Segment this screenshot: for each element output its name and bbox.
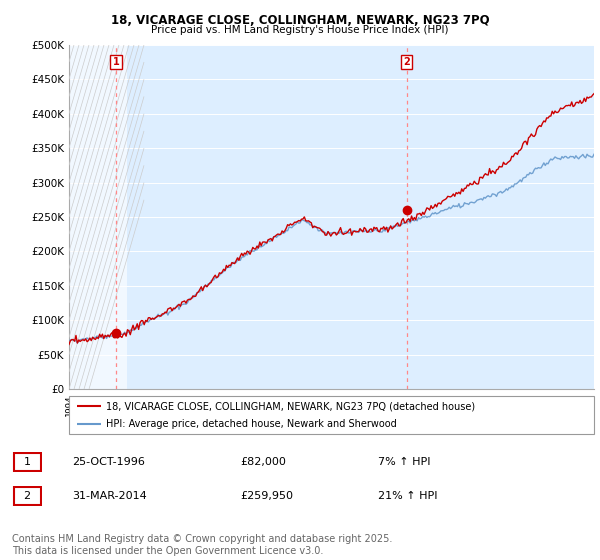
Text: 21% ↑ HPI: 21% ↑ HPI <box>378 491 437 501</box>
Text: £82,000: £82,000 <box>240 457 286 467</box>
Text: 7% ↑ HPI: 7% ↑ HPI <box>378 457 431 467</box>
Text: Contains HM Land Registry data © Crown copyright and database right 2025.
This d: Contains HM Land Registry data © Crown c… <box>12 534 392 556</box>
Text: 1: 1 <box>23 457 31 467</box>
Text: 31-MAR-2014: 31-MAR-2014 <box>72 491 147 501</box>
Text: 1: 1 <box>113 57 119 67</box>
Polygon shape <box>69 45 127 389</box>
FancyBboxPatch shape <box>14 487 41 505</box>
Text: HPI: Average price, detached house, Newark and Sherwood: HPI: Average price, detached house, Newa… <box>106 419 397 430</box>
Text: Price paid vs. HM Land Registry's House Price Index (HPI): Price paid vs. HM Land Registry's House … <box>151 25 449 35</box>
Text: 18, VICARAGE CLOSE, COLLINGHAM, NEWARK, NG23 7PQ: 18, VICARAGE CLOSE, COLLINGHAM, NEWARK, … <box>110 14 490 27</box>
Text: 2: 2 <box>403 57 410 67</box>
Text: 2: 2 <box>23 491 31 501</box>
Text: 25-OCT-1996: 25-OCT-1996 <box>72 457 145 467</box>
FancyBboxPatch shape <box>69 396 594 434</box>
Text: 18, VICARAGE CLOSE, COLLINGHAM, NEWARK, NG23 7PQ (detached house): 18, VICARAGE CLOSE, COLLINGHAM, NEWARK, … <box>106 401 475 411</box>
Text: £259,950: £259,950 <box>240 491 293 501</box>
FancyBboxPatch shape <box>14 453 41 471</box>
